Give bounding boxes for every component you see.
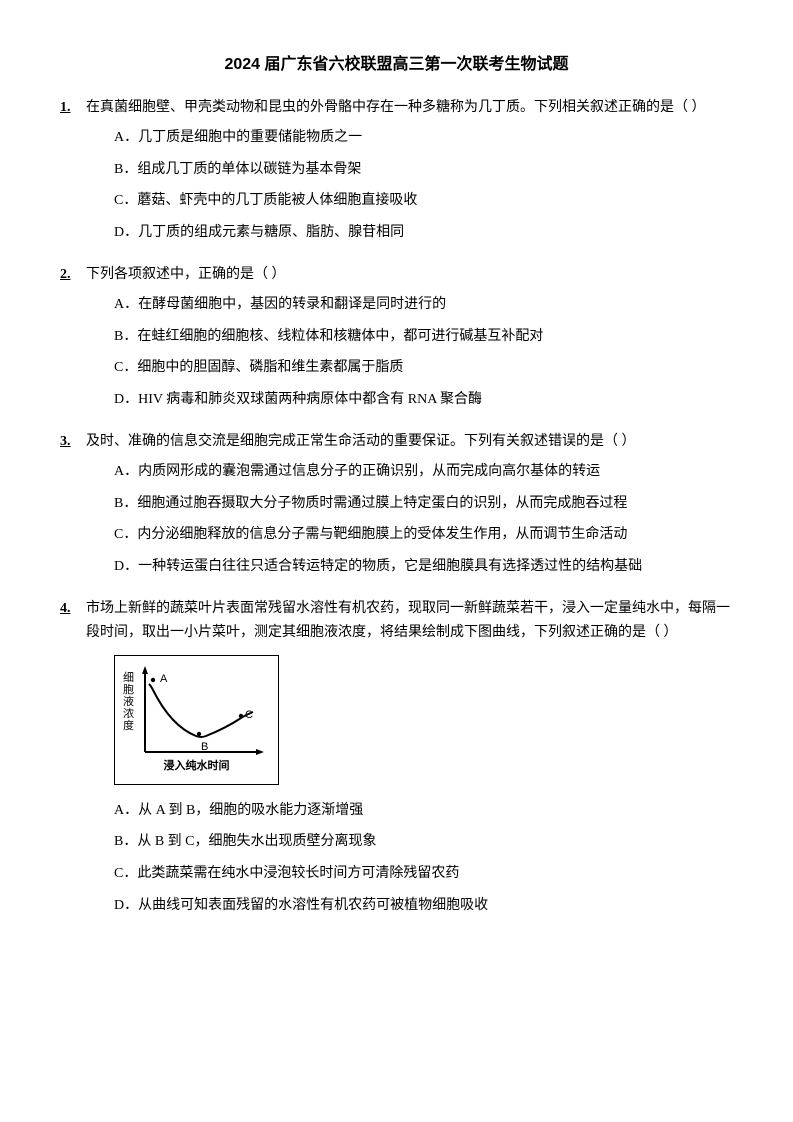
option-label: B． xyxy=(114,158,137,182)
option-c: C．此类蔬菜需在纯水中浸泡较长时间方可清除残留农药 xyxy=(114,862,733,886)
question-stem: 及时、准确的信息交流是细胞完成正常生命活动的重要保证。下列有关叙述错误的是（ ） xyxy=(86,430,733,454)
point-label-c: C xyxy=(245,706,253,725)
option-label: B． xyxy=(114,492,137,516)
option-label: B． xyxy=(114,325,137,349)
option-label: D． xyxy=(114,894,138,918)
curve-path xyxy=(149,684,253,737)
option-text: 内质网形成的囊泡需通过信息分子的正确识别，从而完成向高尔基体的转运 xyxy=(138,464,600,479)
options-list: A．几丁质是细胞中的重要储能物质之一 B．组成几丁质的单体以碳链为基本骨架 C．… xyxy=(86,126,733,245)
option-text: 从 B 到 C，细胞失水出现质壁分离现象 xyxy=(137,834,376,849)
question-stem: 下列各项叙述中，正确的是（ ） xyxy=(86,263,733,287)
concentration-chart: 细胞液浓度 A B xyxy=(114,655,279,785)
option-text: 一种转运蛋白往往只适合转运特定的物质，它是细胞膜具有选择透过性的结构基础 xyxy=(138,559,642,574)
option-d: D．HIV 病毒和肺炎双球菌两种病原体中都含有 RNA 聚合酶 xyxy=(114,388,733,412)
option-label: C． xyxy=(114,356,137,380)
option-label: C． xyxy=(114,189,137,213)
option-text: 从 A 到 B，细胞的吸水能力逐渐增强 xyxy=(138,803,363,818)
x-axis-arrow-icon xyxy=(256,749,264,755)
point-b xyxy=(197,731,201,735)
question-body: 在真菌细胞壁、甲壳类动物和昆虫的外骨骼中存在一种多糖称为几丁质。下列相关叙述正确… xyxy=(86,96,733,253)
exam-page: 2024 届广东省六校联盟高三第一次联考生物试题 1. 在真菌细胞壁、甲壳类动物… xyxy=(0,0,793,1122)
option-text: 从曲线可知表面残留的水溶性有机农药可被植物细胞吸收 xyxy=(138,898,488,913)
question-body: 及时、准确的信息交流是细胞完成正常生命活动的重要保证。下列有关叙述错误的是（ ）… xyxy=(86,430,733,587)
option-a: A．几丁质是细胞中的重要储能物质之一 xyxy=(114,126,733,150)
option-label: A． xyxy=(114,293,138,317)
options-list: A．在酵母菌细胞中，基因的转录和翻译是同时进行的 B．在蛙红细胞的细胞核、线粒体… xyxy=(86,293,733,412)
page-title: 2024 届广东省六校联盟高三第一次联考生物试题 xyxy=(60,50,733,74)
question-stem: 市场上新鲜的蔬菜叶片表面常残留水溶性有机农药，现取同一新鲜蔬菜若干，浸入一定量纯… xyxy=(86,597,733,645)
option-b: B．从 B 到 C，细胞失水出现质壁分离现象 xyxy=(114,830,733,854)
option-b: B．细胞通过胞吞摄取大分子物质时需通过膜上特定蛋白的识别，从而完成胞吞过程 xyxy=(114,492,733,516)
question-body: 下列各项叙述中，正确的是（ ） A．在酵母菌细胞中，基因的转录和翻译是同时进行的… xyxy=(86,263,733,420)
option-text: HIV 病毒和肺炎双球菌两种病原体中都含有 RNA 聚合酶 xyxy=(138,392,482,407)
option-label: D． xyxy=(114,221,138,245)
option-b: B．在蛙红细胞的细胞核、线粒体和核糖体中，都可进行碱基互补配对 xyxy=(114,325,733,349)
option-d: D．一种转运蛋白往往只适合转运特定的物质，它是细胞膜具有选择透过性的结构基础 xyxy=(114,555,733,579)
option-text: 细胞通过胞吞摄取大分子物质时需通过膜上特定蛋白的识别，从而完成胞吞过程 xyxy=(137,496,627,511)
question-4: 4. 市场上新鲜的蔬菜叶片表面常残留水溶性有机农药，现取同一新鲜蔬菜若干，浸入一… xyxy=(60,597,733,926)
option-b: B．组成几丁质的单体以碳链为基本骨架 xyxy=(114,158,733,182)
option-c: C．细胞中的胆固醇、磷脂和维生素都属于脂质 xyxy=(114,356,733,380)
point-label-b: B xyxy=(201,738,208,757)
option-label: A． xyxy=(114,799,138,823)
option-text: 组成几丁质的单体以碳链为基本骨架 xyxy=(137,162,361,177)
option-c: C．蘑菇、虾壳中的几丁质能被人体细胞直接吸收 xyxy=(114,189,733,213)
question-number: 4. xyxy=(60,597,86,926)
option-label: C． xyxy=(114,862,137,886)
option-label: C． xyxy=(114,523,137,547)
option-text: 几丁质是细胞中的重要储能物质之一 xyxy=(138,130,362,145)
option-text: 此类蔬菜需在纯水中浸泡较长时间方可清除残留农药 xyxy=(137,866,459,881)
chart-y-axis-label: 细胞液浓度 xyxy=(123,672,135,732)
question-body: 市场上新鲜的蔬菜叶片表面常残留水溶性有机农药，现取同一新鲜蔬菜若干，浸入一定量纯… xyxy=(86,597,733,926)
option-text: 蘑菇、虾壳中的几丁质能被人体细胞直接吸收 xyxy=(137,193,417,208)
option-text: 在酵母菌细胞中，基因的转录和翻译是同时进行的 xyxy=(138,297,446,312)
question-stem: 在真菌细胞壁、甲壳类动物和昆虫的外骨骼中存在一种多糖称为几丁质。下列相关叙述正确… xyxy=(86,96,733,120)
options-list: A．内质网形成的囊泡需通过信息分子的正确识别，从而完成向高尔基体的转运 B．细胞… xyxy=(86,460,733,579)
option-text: 在蛙红细胞的细胞核、线粒体和核糖体中，都可进行碱基互补配对 xyxy=(137,329,543,344)
option-d: D．从曲线可知表面残留的水溶性有机农药可被植物细胞吸收 xyxy=(114,894,733,918)
question-number: 3. xyxy=(60,430,86,587)
option-label: A． xyxy=(114,126,138,150)
option-c: C．内分泌细胞释放的信息分子需与靶细胞膜上的受体发生作用，从而调节生命活动 xyxy=(114,523,733,547)
option-d: D．几丁质的组成元素与糖原、脂肪、腺苷相同 xyxy=(114,221,733,245)
options-list: A．从 A 到 B，细胞的吸水能力逐渐增强 B．从 B 到 C，细胞失水出现质壁… xyxy=(86,799,733,918)
chart-x-axis-label: 浸入纯水时间 xyxy=(121,757,272,776)
question-number: 2. xyxy=(60,263,86,420)
chart-inner: 细胞液浓度 A B xyxy=(121,662,272,778)
question-1: 1. 在真菌细胞壁、甲壳类动物和昆虫的外骨骼中存在一种多糖称为几丁质。下列相关叙… xyxy=(60,96,733,253)
question-3: 3. 及时、准确的信息交流是细胞完成正常生命活动的重要保证。下列有关叙述错误的是… xyxy=(60,430,733,587)
option-text: 内分泌细胞释放的信息分子需与靶细胞膜上的受体发生作用，从而调节生命活动 xyxy=(137,527,627,542)
option-a: A．从 A 到 B，细胞的吸水能力逐渐增强 xyxy=(114,799,733,823)
question-2: 2. 下列各项叙述中，正确的是（ ） A．在酵母菌细胞中，基因的转录和翻译是同时… xyxy=(60,263,733,420)
point-c xyxy=(239,713,243,717)
option-text: 几丁质的组成元素与糖原、脂肪、腺苷相同 xyxy=(138,225,404,240)
point-label-a: A xyxy=(160,670,167,689)
option-text: 细胞中的胆固醇、磷脂和维生素都属于脂质 xyxy=(137,360,403,375)
option-label: D． xyxy=(114,388,138,412)
option-label: B． xyxy=(114,830,137,854)
point-a xyxy=(151,677,155,681)
option-a: A．内质网形成的囊泡需通过信息分子的正确识别，从而完成向高尔基体的转运 xyxy=(114,460,733,484)
y-axis-arrow-icon xyxy=(142,666,148,674)
question-number: 1. xyxy=(60,96,86,253)
option-a: A．在酵母菌细胞中，基因的转录和翻译是同时进行的 xyxy=(114,293,733,317)
option-label: D． xyxy=(114,555,138,579)
option-label: A． xyxy=(114,460,138,484)
